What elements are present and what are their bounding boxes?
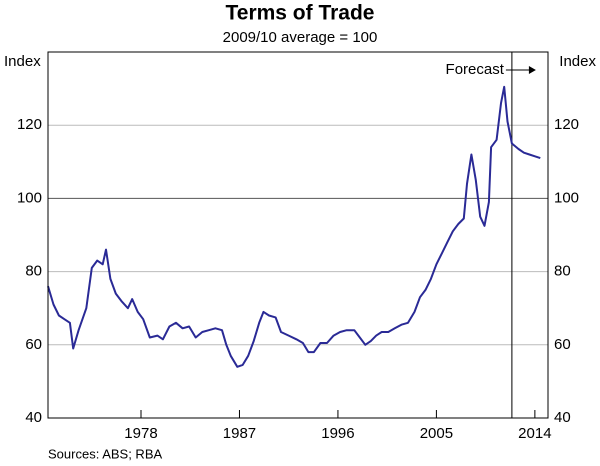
plot-frame bbox=[47, 51, 549, 419]
y2-axis-label: Index bbox=[559, 53, 596, 70]
y-tick-label: 40 bbox=[25, 409, 42, 426]
annotation: Forecast bbox=[446, 61, 505, 78]
annotation-arrowhead bbox=[528, 66, 536, 74]
x-tick-label: 1978 bbox=[124, 425, 157, 442]
y-axis-label: Index bbox=[4, 53, 41, 70]
y2-tick-label: 40 bbox=[554, 409, 571, 426]
y-tick-label: 80 bbox=[25, 263, 42, 280]
source: Sources: ABS; RBA bbox=[48, 446, 162, 461]
series-line bbox=[47, 85, 541, 368]
y-tick-label: 60 bbox=[25, 336, 42, 353]
y-tick-label: 100 bbox=[17, 189, 42, 206]
x-tick-label: 1987 bbox=[223, 425, 256, 442]
chart-subtitle: 2009/10 average = 100 bbox=[223, 29, 378, 46]
y2-tick-label: 100 bbox=[554, 189, 579, 206]
y-tick-label: 120 bbox=[17, 116, 42, 133]
y2-tick-label: 120 bbox=[554, 116, 579, 133]
x-tick-label: 1996 bbox=[321, 425, 354, 442]
x-tick-label: 2014 bbox=[518, 425, 551, 442]
y2-tick-label: 80 bbox=[554, 263, 571, 280]
x-tick-label: 2005 bbox=[420, 425, 453, 442]
chart-title: Terms of Trade bbox=[226, 2, 375, 25]
y2-tick-label: 60 bbox=[554, 336, 571, 353]
